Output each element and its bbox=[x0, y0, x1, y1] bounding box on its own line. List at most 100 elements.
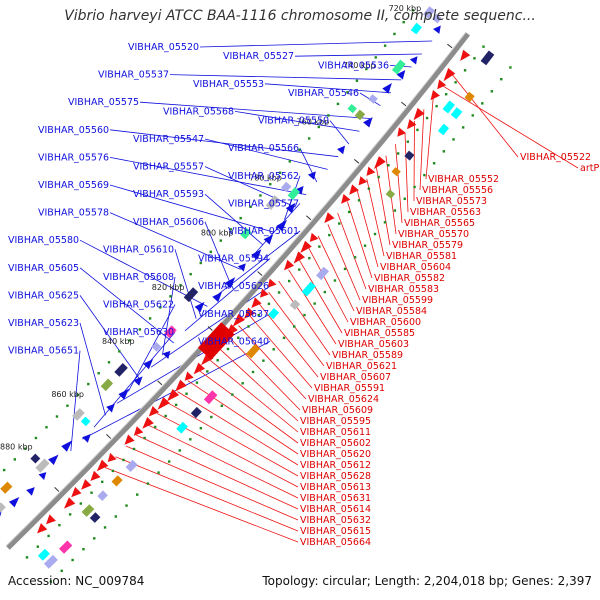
gene-label-forward[interactable]: VIBHAR_05594 bbox=[198, 254, 269, 265]
gc-dot bbox=[482, 45, 485, 48]
gene-label-forward[interactable]: VIBHAR_05568 bbox=[163, 106, 234, 117]
gene-label-reverse[interactable]: VIBHAR_05585 bbox=[344, 328, 415, 339]
gene-label-forward[interactable]: VIBHAR_05557 bbox=[133, 162, 204, 173]
gene-label-forward[interactable]: VIBHAR_05560 bbox=[38, 125, 109, 136]
gene-label-reverse[interactable]: VIBHAR_05609 bbox=[302, 405, 373, 416]
gene-label-forward[interactable]: VIBHAR_05608 bbox=[103, 272, 174, 283]
kbp-tick-mark bbox=[106, 434, 112, 439]
gc-dot bbox=[138, 328, 142, 331]
gene-label-forward[interactable]: VIBHAR_05606 bbox=[133, 217, 204, 228]
gc-dot bbox=[45, 426, 48, 429]
gene-label-reverse[interactable]: VIBHAR_05613 bbox=[300, 482, 371, 493]
gene-label-reverse[interactable]: VIBHAR_05603 bbox=[338, 339, 409, 350]
gc-dot bbox=[403, 197, 406, 200]
gene-label-forward[interactable]: VIBHAR_05536 bbox=[318, 60, 389, 71]
gene-label-reverse[interactable]: VIBHAR_05602 bbox=[300, 438, 371, 449]
gene-label-reverse[interactable]: VIBHAR_05565 bbox=[404, 218, 475, 229]
leader-line-reverse bbox=[404, 132, 409, 213]
gene-label-forward[interactable]: VIBHAR_05578 bbox=[38, 208, 109, 219]
cog-block bbox=[450, 107, 463, 120]
cog-block bbox=[80, 416, 91, 427]
gene-label-forward[interactable]: VIBHAR_05520 bbox=[128, 42, 199, 53]
gene-label-reverse[interactable]: VIBHAR_05522 bbox=[520, 152, 591, 163]
gene-label-reverse[interactable]: VIBHAR_05583 bbox=[368, 284, 439, 295]
gene-label-reverse[interactable]: VIBHAR_05570 bbox=[398, 229, 469, 240]
gene-label-reverse[interactable]: VIBHAR_05607 bbox=[320, 372, 391, 383]
gene-label-reverse[interactable]: artP bbox=[580, 163, 599, 174]
gene-label-reverse[interactable]: VIBHAR_05556 bbox=[422, 185, 493, 196]
gene-label-reverse[interactable]: VIBHAR_05552 bbox=[428, 174, 499, 185]
gene-label-reverse[interactable]: VIBHAR_05582 bbox=[374, 273, 445, 284]
gene-label-forward[interactable]: VIBHAR_05562 bbox=[228, 171, 299, 182]
gene-label-reverse[interactable]: VIBHAR_05595 bbox=[300, 416, 371, 427]
gene-label-forward[interactable]: VIBHAR_05610 bbox=[103, 244, 174, 255]
forward-gene-arrow bbox=[285, 202, 296, 214]
gene-label-forward[interactable]: VIBHAR_05569 bbox=[38, 180, 109, 191]
gene-label-forward[interactable]: VIBHAR_05593 bbox=[133, 189, 204, 200]
gene-label-forward[interactable]: VIBHAR_05623 bbox=[8, 318, 79, 329]
gene-label-forward[interactable]: VIBHAR_05651 bbox=[8, 346, 79, 357]
cog-block bbox=[385, 189, 396, 199]
gene-label-reverse[interactable]: VIBHAR_05584 bbox=[356, 306, 427, 317]
gene-label-reverse[interactable]: VIBHAR_05604 bbox=[380, 262, 451, 273]
cog-block bbox=[164, 325, 177, 338]
gene-label-forward[interactable]: VIBHAR_05550 bbox=[258, 116, 329, 127]
reverse-gene-arrow bbox=[96, 459, 109, 472]
gene-label-forward[interactable]: VIBHAR_05577 bbox=[228, 198, 299, 209]
gene-label-reverse[interactable]: VIBHAR_05611 bbox=[300, 427, 371, 438]
forward-gene-arrow bbox=[276, 219, 287, 232]
gene-label-reverse[interactable]: VIBHAR_05612 bbox=[300, 460, 371, 471]
gene-label-forward[interactable]: VIBHAR_05537 bbox=[98, 70, 169, 81]
gene-label-forward[interactable]: VIBHAR_05622 bbox=[103, 300, 174, 311]
gene-label-reverse[interactable]: VIBHAR_05573 bbox=[416, 196, 487, 207]
reverse-gene-arrow bbox=[107, 452, 117, 462]
gene-label-reverse[interactable]: VIBHAR_05632 bbox=[300, 515, 371, 526]
gene-label-reverse[interactable]: VIBHAR_05621 bbox=[326, 361, 397, 372]
gc-dot bbox=[333, 279, 337, 282]
leader-line-forward bbox=[234, 111, 360, 132]
forward-gene-arrow bbox=[82, 434, 91, 443]
gene-label-forward[interactable]: VIBHAR_05637 bbox=[198, 309, 269, 320]
gene-label-reverse[interactable]: VIBHAR_05624 bbox=[308, 394, 379, 405]
gene-label-forward[interactable]: VIBHAR_05626 bbox=[198, 281, 269, 292]
gene-label-forward[interactable]: VIBHAR_05576 bbox=[38, 152, 109, 163]
gene-label-forward[interactable]: VIBHAR_05640 bbox=[198, 336, 269, 347]
gene-label-reverse[interactable]: VIBHAR_05628 bbox=[300, 471, 371, 482]
gene-label-forward[interactable]: VIBHAR_05575 bbox=[68, 97, 139, 108]
leader-line-forward bbox=[204, 166, 296, 208]
gene-label-reverse[interactable]: VIBHAR_05614 bbox=[300, 504, 371, 515]
gene-label-forward[interactable]: VIBHAR_05580 bbox=[8, 235, 79, 246]
gene-label-reverse[interactable]: VIBHAR_05631 bbox=[300, 493, 371, 504]
gene-label-forward[interactable]: VIBHAR_05547 bbox=[133, 134, 204, 145]
gene-label-forward[interactable]: VIBHAR_05566 bbox=[228, 143, 299, 154]
gene-label-reverse[interactable]: VIBHAR_05591 bbox=[314, 383, 385, 394]
gene-label-forward[interactable]: VIBHAR_05601 bbox=[228, 226, 299, 237]
gc-dot bbox=[199, 426, 203, 430]
gc-dot bbox=[402, 20, 405, 24]
leader-line-reverse bbox=[207, 358, 299, 433]
gc-dot bbox=[259, 194, 262, 197]
gc-dot bbox=[387, 164, 390, 167]
reverse-gene-arrow bbox=[443, 68, 456, 82]
gene-label-reverse[interactable]: VIBHAR_05589 bbox=[332, 350, 403, 361]
gene-label-forward[interactable]: VIBHAR_05625 bbox=[8, 290, 79, 301]
gene-label-reverse[interactable]: VIBHAR_05563 bbox=[410, 207, 481, 218]
gc-dot bbox=[103, 526, 107, 529]
gene-label-reverse[interactable]: VIBHAR_05600 bbox=[350, 317, 421, 328]
gene-label-reverse[interactable]: VIBHAR_05615 bbox=[300, 526, 371, 537]
gene-label-reverse[interactable]: VIBHAR_05579 bbox=[392, 240, 463, 251]
gene-label-reverse[interactable]: VIBHAR_05664 bbox=[300, 537, 371, 548]
gene-label-forward[interactable]: VIBHAR_05546 bbox=[288, 88, 359, 99]
gene-label-forward[interactable]: VIBHAR_05527 bbox=[223, 51, 294, 62]
gene-label-reverse[interactable]: VIBHAR_05581 bbox=[386, 251, 457, 262]
cog-block bbox=[111, 475, 123, 487]
gene-label-forward[interactable]: VIBHAR_05605 bbox=[8, 263, 79, 274]
leader-line-forward bbox=[109, 157, 307, 195]
gene-label-forward[interactable]: VIBHAR_05553 bbox=[193, 79, 264, 90]
reverse-gene-arrow bbox=[341, 194, 351, 204]
gene-label-reverse[interactable]: VIBHAR_05620 bbox=[300, 449, 371, 460]
gene-label-forward[interactable]: VIBHAR_05630 bbox=[103, 327, 174, 338]
cog-block bbox=[464, 91, 475, 102]
gene-label-reverse[interactable]: VIBHAR_05599 bbox=[362, 295, 433, 306]
gc-dot bbox=[148, 317, 152, 320]
